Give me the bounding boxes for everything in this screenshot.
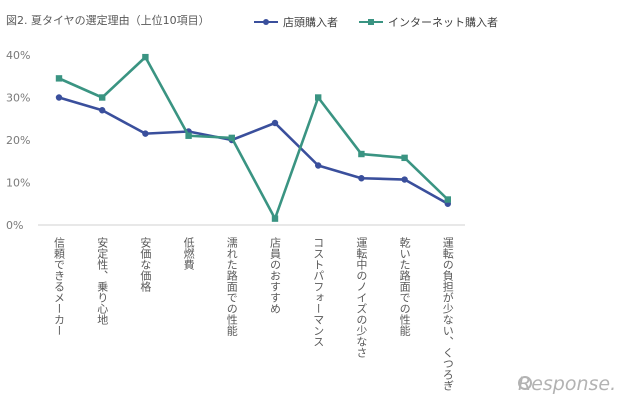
chart-title: 図2. 夏タイヤの選定理由（上位10項目） bbox=[6, 13, 210, 27]
series-1 bbox=[55, 94, 451, 207]
x-category-label: 低燃費 bbox=[182, 237, 195, 270]
series-1-point bbox=[55, 94, 63, 101]
series-2-line bbox=[58, 55, 449, 220]
x-category-label: 信頼できるメーカー bbox=[53, 237, 66, 336]
logo-swirl-icon bbox=[518, 376, 532, 390]
x-category-label: コストパフォーマンス bbox=[312, 237, 325, 347]
legend-label-series-1: 店頭購入者 bbox=[283, 15, 338, 29]
legend-label-series-2: インターネット購入者 bbox=[388, 15, 498, 29]
series-2-point bbox=[271, 215, 279, 222]
x-category-label: 安価な価格 bbox=[139, 236, 152, 293]
legend-marker-series-1 bbox=[263, 19, 269, 25]
series-1-point bbox=[315, 162, 322, 169]
y-axis-ticks: 0% 10% 20% 30% 40% bbox=[6, 49, 30, 232]
series-2-point bbox=[228, 134, 235, 142]
series-1-point bbox=[99, 107, 106, 114]
y-tick-label: 40% bbox=[6, 49, 30, 62]
series-2 bbox=[55, 53, 451, 222]
y-tick-label: 10% bbox=[6, 177, 30, 190]
series-1-point bbox=[358, 175, 365, 182]
watermark-text: Response. bbox=[518, 373, 616, 395]
x-category-label: 運転中のノイズの少なさ bbox=[355, 237, 368, 358]
series-2-point bbox=[185, 132, 192, 139]
x-category-label: 安定性、乗り心地 bbox=[96, 236, 109, 325]
series-2-point bbox=[99, 94, 106, 101]
y-tick-label: 30% bbox=[6, 92, 30, 105]
y-tick-label: 0% bbox=[6, 219, 23, 232]
series-2-point bbox=[142, 53, 149, 61]
series-1-point bbox=[401, 176, 408, 183]
x-category-label: 乾いた路面での性能 bbox=[398, 237, 411, 337]
series-2-point bbox=[358, 150, 365, 158]
x-category-label: 濡れた路面での性能 bbox=[225, 237, 238, 337]
series-2-point bbox=[55, 75, 63, 82]
series-2-point bbox=[401, 154, 408, 162]
series-2-point bbox=[444, 196, 451, 203]
series-1-point bbox=[142, 130, 149, 137]
y-tick-label: 20% bbox=[6, 134, 30, 147]
x-category-label: 運転の負担が少ない、くつろぎ bbox=[441, 237, 454, 391]
response-logo: Response. bbox=[518, 373, 616, 395]
category-labels: 信頼できるメーカー 安定性、乗り心地 安価な価格 低燃費 濡れた路面での性能 店員のおすす… bbox=[53, 236, 455, 391]
series-layer bbox=[55, 53, 451, 222]
series-2-point bbox=[315, 94, 322, 101]
legend-marker-series-2 bbox=[368, 19, 374, 25]
legend: 店頭購入者 インターネット購入者 bbox=[254, 15, 498, 29]
series-1-line bbox=[58, 96, 449, 205]
x-category-label: 店員のおすすめ bbox=[269, 236, 282, 314]
series-1-point bbox=[271, 119, 279, 127]
